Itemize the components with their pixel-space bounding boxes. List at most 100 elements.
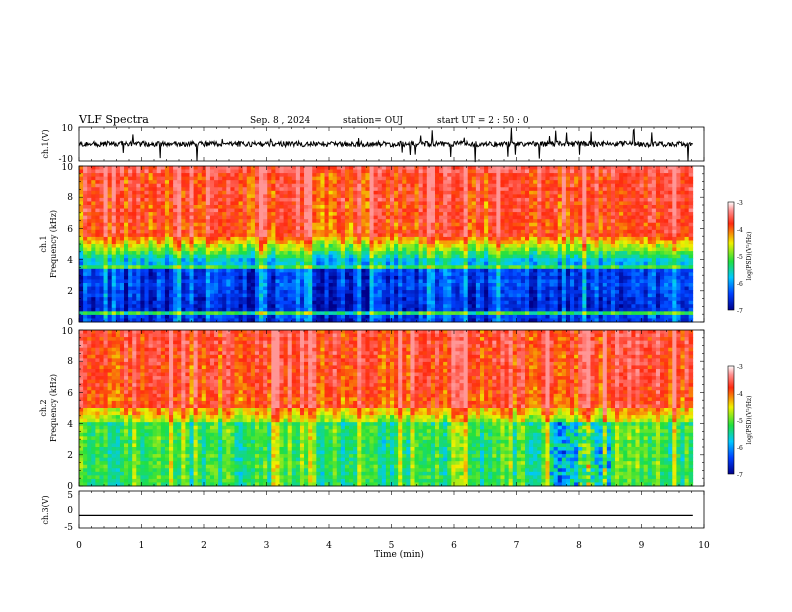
spectrogram-cell xyxy=(402,170,406,174)
spectrogram-cell xyxy=(259,251,263,255)
spectrogram-cell xyxy=(574,177,578,181)
spectrogram-cell xyxy=(550,244,554,248)
spectrogram-cell xyxy=(570,262,574,266)
spectrogram-cell xyxy=(468,170,472,174)
spectrogram-cell xyxy=(607,230,611,234)
spectrogram-cell xyxy=(173,233,177,237)
spectrogram-cell xyxy=(529,272,533,276)
spectrogram-cell xyxy=(558,180,562,184)
spectrogram-cell xyxy=(509,216,513,220)
spectrogram-cell xyxy=(132,237,136,241)
spectrogram-cell xyxy=(615,209,619,213)
spectrogram-cell xyxy=(525,258,529,262)
spectrogram-cell xyxy=(251,251,255,255)
spectrogram-cell xyxy=(619,265,623,269)
spectrogram-cell xyxy=(415,205,419,209)
spectrogram-cell xyxy=(259,212,263,216)
spectrogram-cell xyxy=(582,170,586,174)
spectrogram-cell xyxy=(619,191,623,195)
spectrogram-cell xyxy=(664,212,668,216)
spectrogram-cell xyxy=(267,180,271,184)
spectrogram-cell xyxy=(545,251,549,255)
spectrogram-cell xyxy=(656,265,660,269)
spectrogram-cell xyxy=(120,205,124,209)
spectrogram-cell xyxy=(590,262,594,266)
spectrogram-cell xyxy=(406,180,410,184)
spectrogram-cell xyxy=(99,205,103,209)
spectrogram-cell xyxy=(672,248,676,252)
spectrogram-cell xyxy=(222,265,226,269)
spectrogram-cell xyxy=(104,248,108,252)
spectrogram-cell xyxy=(488,255,492,259)
spectrogram-cell xyxy=(398,201,402,205)
spectrogram-cell xyxy=(218,194,222,198)
spectrogram-cell xyxy=(631,191,635,195)
spectrogram-cell xyxy=(329,251,333,255)
spectrogram-cell xyxy=(468,187,472,191)
spectrogram-cell xyxy=(574,262,578,266)
spectrogram-cell xyxy=(128,255,132,259)
spectrogram-cell xyxy=(680,187,684,191)
spectrogram-cell xyxy=(206,198,210,202)
spectrogram-cell xyxy=(439,240,443,244)
spectrogram-cell xyxy=(247,177,251,181)
spectrogram-cell xyxy=(590,191,594,195)
spectrogram-cell xyxy=(615,272,619,276)
spectrogram-cell xyxy=(672,251,676,255)
spectrogram-cell xyxy=(455,237,459,241)
spectrogram-cell xyxy=(329,191,333,195)
spectrogram-cell xyxy=(652,226,656,230)
spectrogram-cell xyxy=(144,276,148,280)
spectrogram-cell xyxy=(275,226,279,230)
spectrogram-cell xyxy=(537,184,541,188)
spectrogram-cell xyxy=(177,255,181,259)
spectrogram-cell xyxy=(599,240,603,244)
spectrogram-cell xyxy=(603,205,607,209)
spectrogram-cell xyxy=(374,191,378,195)
spectrogram-cell xyxy=(631,258,635,262)
spectrogram-cell xyxy=(361,191,365,195)
spectrogram-cell xyxy=(234,237,238,241)
spectrogram-cell xyxy=(406,209,410,213)
spectrogram-cell xyxy=(680,226,684,230)
spectrogram-cell xyxy=(304,177,308,181)
spectrogram-cell xyxy=(95,205,99,209)
spectrogram-cell xyxy=(267,216,271,220)
spectrogram-cell xyxy=(554,180,558,184)
spectrogram-cell xyxy=(382,233,386,237)
spectrogram-cell xyxy=(586,248,590,252)
spectrogram-cell xyxy=(194,194,198,198)
spectrogram-cell xyxy=(406,212,410,216)
spectrogram-cell xyxy=(427,216,431,220)
spectrogram-cell xyxy=(656,191,660,195)
spectrogram-cell xyxy=(173,209,177,213)
spectrogram-cell xyxy=(500,230,504,234)
spectrogram-cell xyxy=(169,237,173,241)
spectrogram-cell xyxy=(128,209,132,213)
spectrogram-cell xyxy=(153,198,157,202)
spectrogram-cell xyxy=(357,251,361,255)
wf1-ylabel: ch.1(V) xyxy=(41,129,50,158)
spectrogram-cell xyxy=(128,198,132,202)
spectrogram-cell xyxy=(124,177,128,181)
spectrogram-cell xyxy=(108,166,112,170)
spectrogram-cell xyxy=(603,223,607,227)
spectrogram-cell xyxy=(652,265,656,269)
spectrogram-cell xyxy=(79,194,83,198)
spectrogram-cell xyxy=(378,191,382,195)
spectrogram-cell xyxy=(361,272,365,276)
spectrogram-cell xyxy=(615,223,619,227)
spectrogram-cell xyxy=(476,198,480,202)
spectrogram-cell xyxy=(345,272,349,276)
spectrogram-cell xyxy=(386,201,390,205)
spectrogram-cell xyxy=(595,173,599,177)
spectrogram-cell xyxy=(292,205,296,209)
spectrogram-cell xyxy=(333,184,337,188)
spectrogram-cell xyxy=(558,255,562,259)
spectrogram-cell xyxy=(271,170,275,174)
spectrogram-cell xyxy=(108,255,112,259)
spectrogram-cell xyxy=(554,184,558,188)
spectrogram-cell xyxy=(410,216,414,220)
spectrogram-cell xyxy=(169,187,173,191)
spectrogram-cell xyxy=(451,244,455,248)
